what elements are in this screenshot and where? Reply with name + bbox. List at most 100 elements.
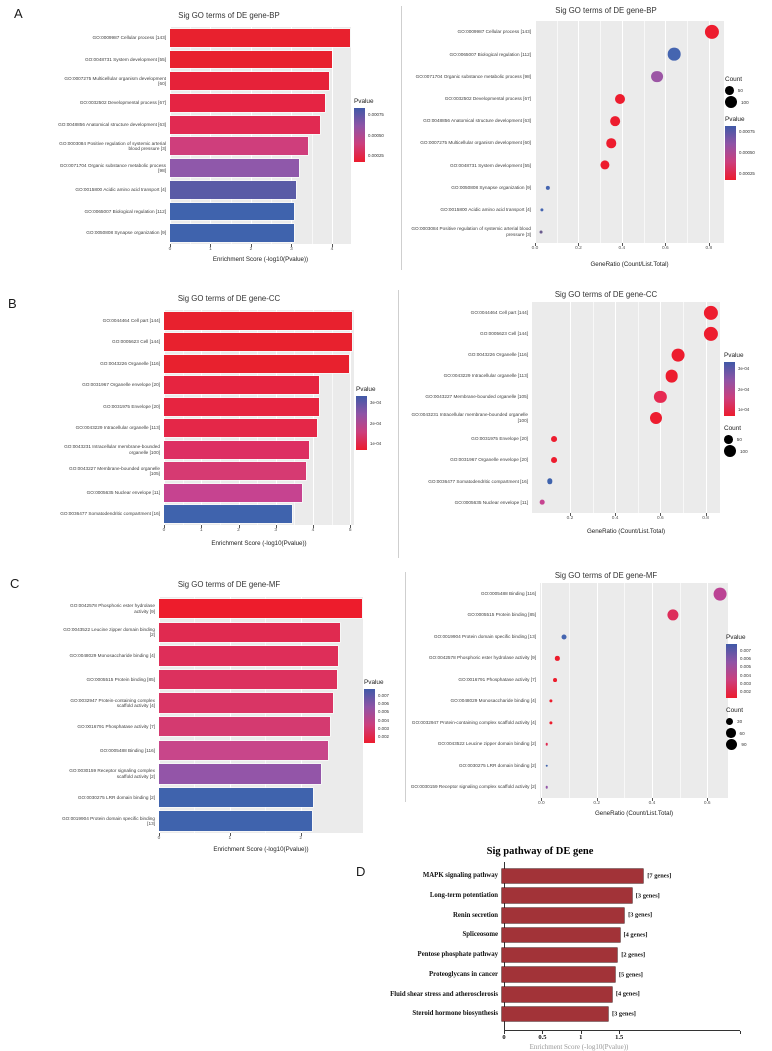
category-label: GO:0031975 Envelope [20] xyxy=(103,403,160,409)
category-label: GO:0032502 Developmental process [67] xyxy=(79,100,166,106)
gridline xyxy=(596,583,598,798)
dot xyxy=(545,742,549,746)
tick-mark xyxy=(665,243,667,246)
pathway-label: Proteoglycans in cancer xyxy=(429,970,498,978)
bar xyxy=(164,462,306,481)
x-tick-label: 1 xyxy=(579,1034,583,1041)
bar-row: GO:0043226 Organelle [116] xyxy=(58,353,400,375)
bar xyxy=(170,94,326,112)
bar xyxy=(170,115,321,134)
gene-count-label: [3 genes] xyxy=(635,892,660,900)
x-axis-label: GeneRatio (Count/List.Total) xyxy=(594,810,674,817)
category-label: GO:0065007 Biological regulation [112] xyxy=(449,51,531,57)
legend-tick-label: 0.00075 xyxy=(368,111,384,117)
column-divider xyxy=(401,6,402,270)
value-track xyxy=(164,482,354,504)
chart-title: Sig GO terms of DE gene-CC xyxy=(177,294,281,303)
gridline-minor xyxy=(219,310,221,525)
tick-mark xyxy=(569,513,571,516)
pvalue-gradient-wrap: 0.007 0.006 0.005 0.004 0.003 0.002 xyxy=(726,644,772,698)
pathway-bar-chart: Sig pathway of DE gene Enrichment Score … xyxy=(340,840,770,1051)
value-track: [3 genes] xyxy=(502,906,770,926)
bar-row: GO:0016791 Phosphatase activity [7] xyxy=(58,715,400,739)
tick-mark xyxy=(708,243,710,246)
value-track xyxy=(535,199,724,221)
bar-row: GO:0048856 Anatomical structure developm… xyxy=(58,114,400,136)
gridline xyxy=(170,27,171,244)
bar xyxy=(159,646,338,666)
pvalue-gradient xyxy=(726,644,737,698)
gridline xyxy=(201,310,203,525)
count-legend-item: 90 xyxy=(726,738,772,751)
category-label: GO:0043231 Intracellular membrane-bounde… xyxy=(411,412,528,424)
gridline-minor xyxy=(624,583,625,798)
bar xyxy=(159,787,313,808)
value-track xyxy=(170,157,351,179)
tick-mark xyxy=(651,798,653,801)
gene-count-label: [5 genes] xyxy=(618,971,643,979)
tick-mark xyxy=(596,798,598,801)
category-label: GO:0036477 Somatodendritic compartment [… xyxy=(428,478,528,484)
pathway-label: Renin secretion xyxy=(453,911,498,919)
column-divider xyxy=(398,290,399,558)
bar xyxy=(159,622,341,643)
pvalue-gradient xyxy=(364,689,375,743)
tick-mark xyxy=(580,1031,582,1034)
tick-mark xyxy=(542,1031,544,1034)
value-track xyxy=(159,786,363,810)
legend-title: Pvalue xyxy=(724,352,744,359)
tick-mark xyxy=(504,1031,505,1034)
panel-letter-d: D xyxy=(356,864,366,879)
count-dot xyxy=(726,728,736,738)
pvalue-legend: Pvalue 0.00075 0.00050 0.00025 xyxy=(725,116,772,180)
bar-row: GO:0031975 Envelope [20] xyxy=(58,396,400,418)
tick-mark xyxy=(621,243,623,246)
bar xyxy=(164,505,292,524)
value-track xyxy=(535,110,724,132)
legend-tick-label: 0.00075 xyxy=(739,129,755,135)
legend-tick-label: 0.003 xyxy=(740,680,751,686)
column-divider xyxy=(405,572,406,802)
x-tick-label: 1 xyxy=(228,836,232,841)
category-label: GO:0015800 Acidic amino acid transport [… xyxy=(75,187,166,192)
pathway-label: Long-term potentiation xyxy=(429,891,498,899)
value-track xyxy=(535,221,724,243)
tick-mark xyxy=(210,244,212,247)
category-label: GO:0015800 Acidic amino acid transport [… xyxy=(440,206,531,212)
count-label: 50 xyxy=(737,88,743,93)
value-track xyxy=(164,396,354,418)
gridline-minor xyxy=(592,302,594,513)
category-label: GO:0043226 Organelle [116] xyxy=(100,360,160,366)
chart-title: Sig GO terms of DE gene-CC xyxy=(554,290,658,299)
value-track xyxy=(532,450,720,471)
gridline xyxy=(275,310,277,525)
gridline-minor xyxy=(679,583,681,798)
value-track xyxy=(164,375,354,397)
dot-row: GO:0007275 Multicellular organism develo… xyxy=(400,132,772,154)
pvalue-legend: Pvalue 0.007 0.006 0.005 0.004 0.003 0.002 xyxy=(364,679,434,743)
gridline xyxy=(250,27,252,244)
x-tick-label: 3 xyxy=(290,247,293,252)
category-label: GO:0050808 Synapse organization [9] xyxy=(451,184,531,190)
x-axis-label: GeneRatio (Count/List.Total) xyxy=(590,261,669,268)
count-label: 60 xyxy=(739,730,745,736)
tick-mark xyxy=(291,244,293,247)
x-axis-line xyxy=(504,1030,740,1031)
pathway-bar xyxy=(502,967,615,982)
legend-tick-label: 2e-04 xyxy=(738,386,750,392)
count-dot xyxy=(725,86,734,95)
bar xyxy=(164,333,352,352)
dot-row: GO:0048731 System development [55] xyxy=(400,154,772,176)
gridline xyxy=(229,597,231,833)
panel-letter-a: A xyxy=(14,6,23,21)
x-axis: 0.0 0.2 0.4 0.6 0.8 xyxy=(532,243,724,253)
x-tick-label: 0.8 xyxy=(705,246,713,251)
tick-mark xyxy=(275,525,277,528)
tick-mark xyxy=(250,244,252,247)
category-label: GO:0048856 Anatomical structure developm… xyxy=(423,118,531,124)
category-label: GO:0043227 Membrane-bounded organelle [1… xyxy=(69,465,160,477)
gridline-minor xyxy=(271,27,272,244)
value-track xyxy=(532,471,720,492)
value-track xyxy=(540,648,728,670)
bar-row: GO:0019904 Protein domain specific bindi… xyxy=(58,809,400,833)
